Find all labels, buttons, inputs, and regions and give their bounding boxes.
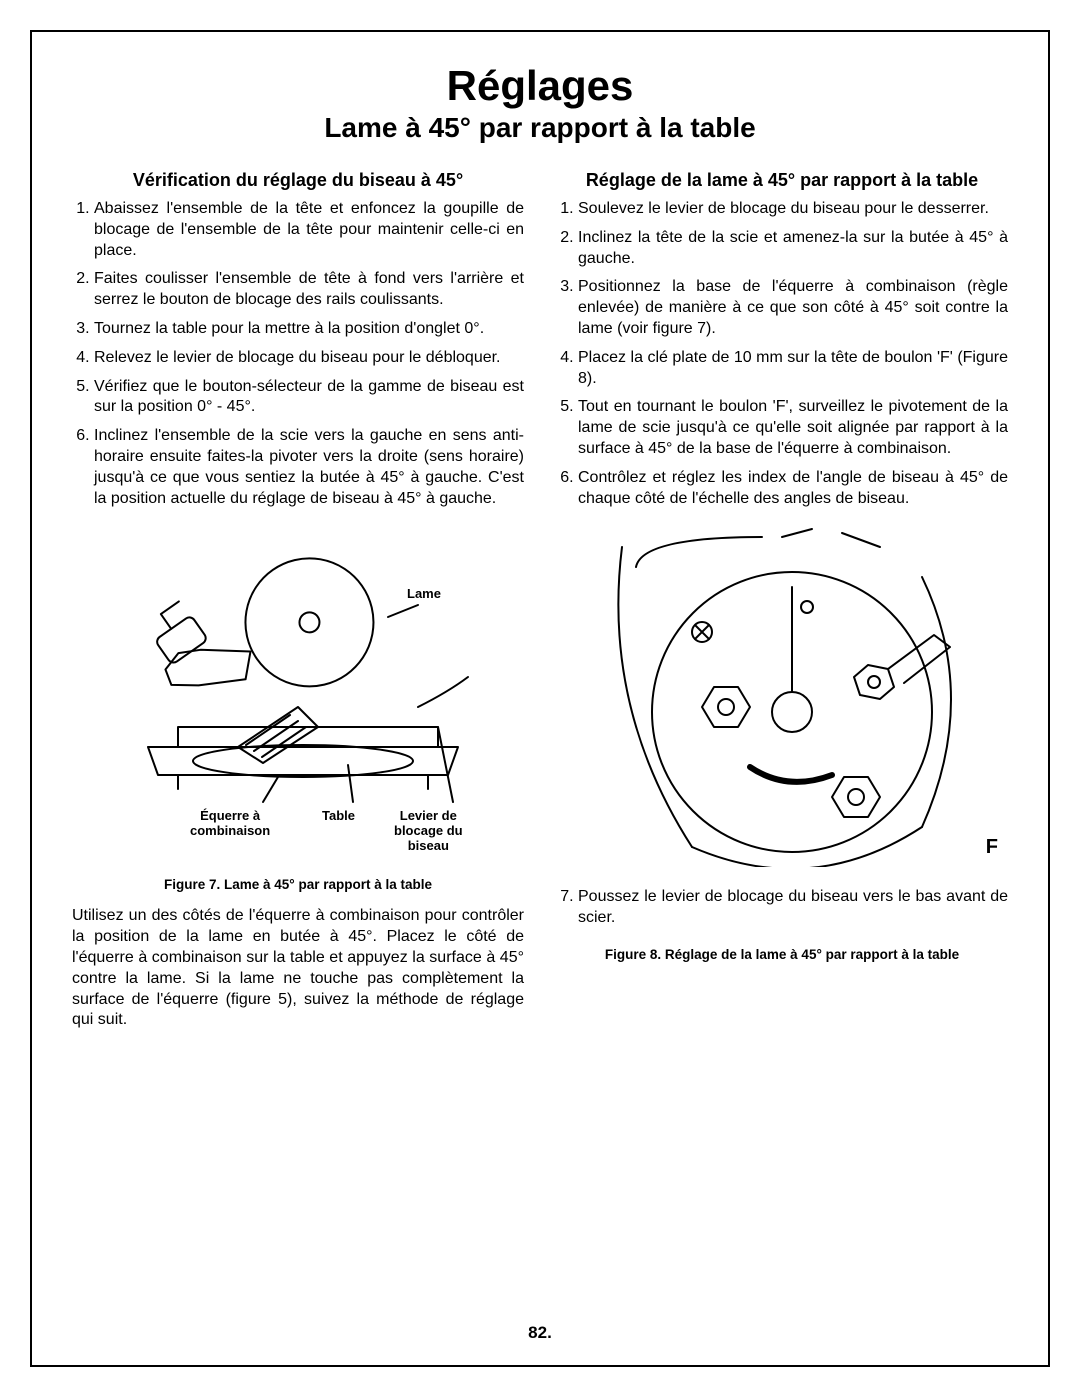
- label-lame: Lame: [407, 587, 441, 602]
- list-item: Placez la clé plate de 10 mm sur la tête…: [578, 348, 1008, 390]
- list-item: Soulevez le levier de blocage du biseau …: [578, 199, 1008, 220]
- right-column: Réglage de la lame à 45° par rapport à l…: [556, 170, 1008, 1041]
- left-steps-list: Abaissez l'ensemble de la tête et enfonc…: [72, 199, 524, 509]
- figure-8-caption: Figure 8. Réglage de la lame à 45° par r…: [556, 947, 1008, 962]
- list-item: Faites coulisser l'ensemble de tête à fo…: [94, 269, 524, 311]
- right-steps-list-a: Soulevez le levier de blocage du biseau …: [556, 199, 1008, 509]
- list-item: Tournez la table pour la mettre à la pos…: [94, 319, 524, 340]
- label-equerre: Équerre à combinaison: [190, 809, 270, 839]
- list-item: Vérifiez que le bouton-sélecteur de la g…: [94, 377, 524, 419]
- list-item: Contrôlez et réglez les index de l'angle…: [578, 468, 1008, 510]
- list-item: Relevez le levier de blocage du biseau p…: [94, 348, 524, 369]
- list-item: Abaissez l'ensemble de la tête et enfonc…: [94, 199, 524, 261]
- figure-7: Lame Équerre à combinaison Table Levier …: [72, 527, 524, 867]
- label-f: F: [986, 836, 998, 859]
- list-item: Tout en tournant le boulon 'F', surveill…: [578, 397, 1008, 459]
- figure-8: F: [556, 527, 1008, 877]
- content-frame: Réglages Lame à 45° par rapport à la tab…: [30, 30, 1050, 1367]
- list-item: Inclinez la tête de la scie et amenez-la…: [578, 228, 1008, 270]
- list-item: Inclinez l'ensemble de la scie vers la g…: [94, 426, 524, 509]
- left-heading: Vérification du réglage du biseau à 45°: [72, 170, 524, 191]
- page-number: 82.: [32, 1323, 1048, 1343]
- page: Réglages Lame à 45° par rapport à la tab…: [0, 0, 1080, 1397]
- bevel-mechanism-icon: [582, 527, 982, 867]
- label-table: Table: [322, 809, 355, 824]
- left-column: Vérification du réglage du biseau à 45° …: [72, 170, 524, 1041]
- miter-saw-icon: [88, 527, 508, 827]
- figure-7-caption: Figure 7. Lame à 45° par rapport à la ta…: [72, 877, 524, 892]
- right-steps-list-b: Poussez le levier de blocage du biseau v…: [556, 887, 1008, 929]
- page-subtitle: Lame à 45° par rapport à la table: [72, 112, 1008, 144]
- label-levier: Levier de blocage du biseau: [394, 809, 463, 854]
- right-heading: Réglage de la lame à 45° par rapport à l…: [556, 170, 1008, 191]
- left-paragraph: Utilisez un des côtés de l'équerre à com…: [72, 906, 524, 1031]
- page-title: Réglages: [72, 62, 1008, 110]
- two-column-layout: Vérification du réglage du biseau à 45° …: [72, 170, 1008, 1041]
- list-item: Positionnez la base de l'équerre à combi…: [578, 277, 1008, 339]
- list-item: Poussez le levier de blocage du biseau v…: [578, 887, 1008, 929]
